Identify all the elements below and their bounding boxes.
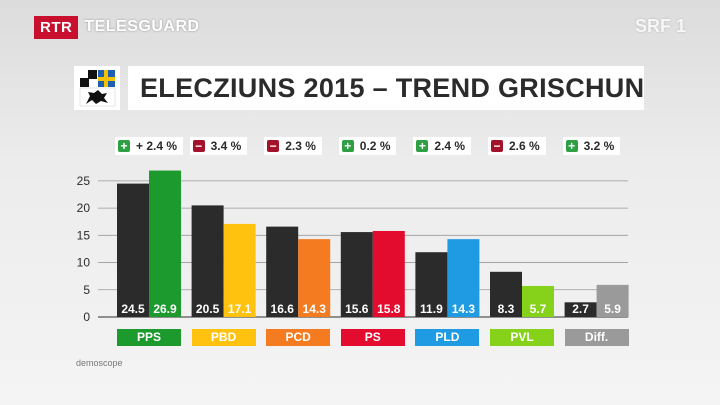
category-label: PLD xyxy=(415,329,480,346)
show-name: TELESGUARD xyxy=(84,18,200,35)
data-label-previous: 8.3 xyxy=(498,302,515,316)
data-label-previous: 15.6 xyxy=(345,302,369,316)
category-label: Diff. xyxy=(564,329,629,346)
y-tick-label: 25 xyxy=(77,174,91,188)
bar-current xyxy=(522,285,554,317)
minus-icon: − xyxy=(267,140,280,152)
y-tick-label: 10 xyxy=(77,256,91,270)
data-label-current: 26.9 xyxy=(153,302,177,316)
data-label-current: 15.8 xyxy=(377,302,401,316)
rtr-logo: RTR xyxy=(34,15,79,39)
bar-previous xyxy=(266,226,299,317)
y-tick-label: 20 xyxy=(77,201,91,215)
data-label-current: 5.7 xyxy=(530,302,547,316)
title-box: ELECZIUNS 2015 – TREND GRISCHUN xyxy=(128,66,644,110)
bar-current xyxy=(223,223,256,317)
change-value: 2.3 % xyxy=(285,139,316,153)
bar-previous xyxy=(340,232,373,317)
change-value: 3.2 % xyxy=(583,139,615,153)
change-value: 3.4 % xyxy=(210,139,242,153)
data-label-current: 17.1 xyxy=(228,302,252,316)
change-value: 2.6 % xyxy=(509,139,540,153)
minus-icon: − xyxy=(491,140,503,152)
bar-current xyxy=(372,230,405,317)
bar-current xyxy=(149,170,181,317)
broadcast-bar: RTR TELESGUARD xyxy=(0,14,200,40)
data-label-current: 14.3 xyxy=(452,302,476,316)
minus-icon: − xyxy=(192,140,205,152)
change-badge: −2.6 % xyxy=(488,137,546,155)
category-label: PVL xyxy=(490,329,554,346)
category-label: PS xyxy=(340,329,405,346)
data-label-current: 5.9 xyxy=(604,302,621,316)
change-badge: −3.4 % xyxy=(189,137,248,155)
y-tick-label: 0 xyxy=(83,310,90,324)
plus-icon: + xyxy=(565,140,578,152)
bar-previous xyxy=(490,271,522,317)
change-value: 2.4 % xyxy=(434,139,466,153)
category-label: PCD xyxy=(266,329,331,346)
bar-previous xyxy=(191,205,224,317)
data-label-previous: 20.5 xyxy=(196,302,220,316)
data-label-previous: 24.5 xyxy=(121,302,145,316)
y-tick-label: 5 xyxy=(83,283,90,297)
bar-previous xyxy=(117,183,149,317)
y-tick-label: 15 xyxy=(77,228,91,242)
bar-previous xyxy=(564,302,597,317)
plus-icon: + xyxy=(118,140,130,152)
bar-current xyxy=(298,239,331,317)
category-label: PBD xyxy=(191,329,256,346)
change-badge: +2.4 % xyxy=(413,137,472,155)
change-badge: −2.3 % xyxy=(264,137,322,155)
data-label-previous: 2.7 xyxy=(572,302,589,316)
chart-title: ELECZIUNS 2015 – TREND GRISCHUN xyxy=(140,72,645,103)
data-label-current: 14.3 xyxy=(303,302,327,316)
category-label: PPS xyxy=(117,329,181,346)
change-badge: +0.2 % xyxy=(338,137,397,155)
change-badge: + + 2.4 % xyxy=(115,137,184,155)
plus-icon: + xyxy=(416,140,429,152)
data-label-previous: 16.6 xyxy=(271,302,295,316)
bar-previous xyxy=(415,252,448,317)
data-label-previous: 11.9 xyxy=(420,302,443,316)
source-label: demoscope xyxy=(76,358,123,368)
channel-logo: SRF 1 xyxy=(634,16,686,36)
plus-icon: + xyxy=(341,140,354,152)
bar-current xyxy=(596,284,629,317)
change-value: + 2.4 % xyxy=(136,139,178,153)
bar-current xyxy=(447,239,480,317)
coat-of-arms-icon xyxy=(74,66,120,110)
change-value: 0.2 % xyxy=(359,139,391,153)
change-badge: +3.2 % xyxy=(562,137,621,155)
